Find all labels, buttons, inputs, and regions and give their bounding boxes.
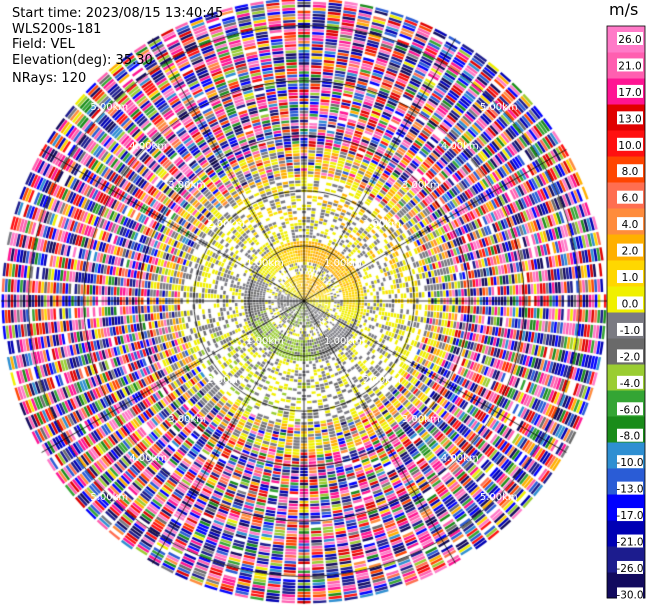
range-ring-label: 2.00km bbox=[207, 375, 245, 386]
colorbar-tick-background bbox=[617, 322, 643, 336]
range-ring-label: 2.00km bbox=[207, 219, 245, 230]
colorbar-tick-label: 0.0 bbox=[622, 298, 639, 310]
colorbar-tick-background bbox=[617, 137, 643, 151]
colorbar-tick-background bbox=[617, 428, 643, 442]
field-label: Field: VEL bbox=[12, 37, 75, 52]
range-ring-label: 5.00km bbox=[480, 492, 518, 503]
colorbar-tick-label: -26.0 bbox=[616, 563, 643, 575]
range-ring-label: 5.00km bbox=[90, 102, 128, 113]
range-ring-label: 2.00km bbox=[363, 375, 401, 386]
colorbar-tick-background bbox=[617, 481, 643, 495]
colorbar-tick-background bbox=[617, 111, 643, 125]
colorbar-tick-label: 4.0 bbox=[622, 219, 639, 231]
range-ring-label: 1.00km bbox=[246, 336, 284, 347]
colorbar-tick-background bbox=[617, 164, 643, 178]
colorbar-tick-label: -8.0 bbox=[620, 431, 641, 443]
colorbar-tick-background bbox=[617, 32, 643, 45]
colorbar-unit-label: m/s bbox=[609, 0, 639, 19]
colorbar-tick-background bbox=[617, 58, 643, 72]
colorbar-tick-label: 8.0 bbox=[622, 166, 639, 178]
start-time-label: Start time: 2023/08/15 13:40:45 bbox=[12, 6, 224, 21]
colorbar-tick-label: 6.0 bbox=[622, 193, 639, 205]
colorbar-tick-label: 13.0 bbox=[618, 113, 641, 125]
colorbar-tick-background bbox=[617, 190, 643, 204]
colorbar-tick-background bbox=[617, 534, 643, 548]
range-ring-label: 1.00km bbox=[324, 336, 362, 347]
range-ring-label: 4.00km bbox=[129, 453, 167, 464]
nrays-label: NRays: 120 bbox=[12, 71, 87, 86]
instrument-label: WLS200s-181 bbox=[12, 22, 102, 37]
range-ring-label: 2.00km bbox=[363, 219, 401, 230]
range-ring-label: 5.00km bbox=[90, 492, 128, 503]
velocity-colorbar: 26.0 21.0 17.0 13.0 10.0 8.0 6.0 4.0 2.0 1.0 0.0 -1… bbox=[606, 25, 646, 601]
range-ring-label: 1.00km bbox=[324, 258, 362, 269]
range-ring-label: 3.00km bbox=[402, 180, 440, 191]
colorbar-tick-label: 17.0 bbox=[618, 87, 641, 99]
colorbar-tick-label: -21.0 bbox=[616, 537, 643, 549]
colorbar-tick-background bbox=[617, 560, 643, 574]
colorbar-tick-background bbox=[617, 349, 643, 363]
colorbar-tick-background bbox=[617, 402, 643, 416]
colorbar-tick-label: -10.0 bbox=[616, 457, 643, 469]
colorbar-tick-label: -6.0 bbox=[620, 404, 641, 416]
range-ring-label: 3.00km bbox=[168, 180, 206, 191]
colorbar-tick-label: 26.0 bbox=[618, 34, 641, 46]
colorbar-tick-background bbox=[617, 508, 643, 522]
range-ring-label: 3.00km bbox=[402, 414, 440, 425]
colorbar-tick-label: -30.0 bbox=[616, 589, 643, 601]
range-ring-label: 3.00km bbox=[168, 414, 206, 425]
colorbar-tick-background bbox=[617, 375, 643, 389]
colorbar-tick-label: -17.0 bbox=[616, 510, 643, 522]
range-ring-label: 5.00km bbox=[480, 102, 518, 113]
colorbar-tick-label: 1.0 bbox=[622, 272, 639, 284]
colorbar-tick-background bbox=[617, 243, 643, 257]
range-ring-label: 4.00km bbox=[441, 141, 479, 152]
colorbar-tick-background bbox=[617, 217, 643, 231]
colorbar-tick-label: -2.0 bbox=[620, 351, 641, 363]
elevation-label: Elevation(deg): 35.30 bbox=[12, 53, 153, 68]
colorbar-tick-label: -13.0 bbox=[616, 484, 643, 496]
colorbar-tick-label: 2.0 bbox=[622, 246, 639, 258]
colorbar-tick-label: 21.0 bbox=[618, 60, 641, 72]
colorbar-tick-background bbox=[617, 587, 643, 601]
colorbar-tick-background bbox=[617, 455, 643, 469]
colorbar-tick-label: -1.0 bbox=[620, 325, 641, 337]
colorbar-tick-background bbox=[617, 270, 643, 284]
range-ring-label: 4.00km bbox=[441, 453, 479, 464]
colorbar-tick-background bbox=[617, 296, 643, 310]
range-ring-label: 4.00km bbox=[129, 141, 167, 152]
colorbar-tick-label: -4.0 bbox=[620, 378, 641, 390]
colorbar-tick-label: 10.0 bbox=[618, 140, 641, 152]
colorbar-tick-background bbox=[617, 84, 643, 98]
range-ring-label: 1.00km bbox=[246, 258, 284, 269]
